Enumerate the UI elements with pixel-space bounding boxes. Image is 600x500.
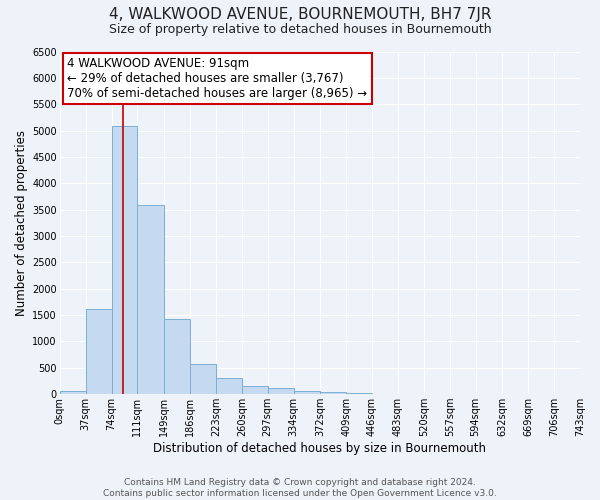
- Bar: [242, 386, 268, 394]
- Bar: [293, 391, 320, 394]
- Bar: [216, 378, 242, 394]
- Y-axis label: Number of detached properties: Number of detached properties: [15, 130, 28, 316]
- Bar: [268, 388, 293, 394]
- Text: 4 WALKWOOD AVENUE: 91sqm
← 29% of detached houses are smaller (3,767)
70% of sem: 4 WALKWOOD AVENUE: 91sqm ← 29% of detach…: [67, 56, 368, 100]
- Bar: [59, 391, 86, 394]
- Bar: [112, 126, 137, 394]
- Text: 4, WALKWOOD AVENUE, BOURNEMOUTH, BH7 7JR: 4, WALKWOOD AVENUE, BOURNEMOUTH, BH7 7JR: [109, 8, 491, 22]
- Bar: [137, 206, 164, 394]
- Text: Size of property relative to detached houses in Bournemouth: Size of property relative to detached ho…: [109, 22, 491, 36]
- X-axis label: Distribution of detached houses by size in Bournemouth: Distribution of detached houses by size …: [154, 442, 487, 455]
- Bar: [190, 364, 216, 394]
- Bar: [86, 309, 112, 394]
- Bar: [346, 393, 372, 394]
- Bar: [164, 320, 190, 394]
- Bar: [320, 392, 346, 394]
- Text: Contains HM Land Registry data © Crown copyright and database right 2024.
Contai: Contains HM Land Registry data © Crown c…: [103, 478, 497, 498]
